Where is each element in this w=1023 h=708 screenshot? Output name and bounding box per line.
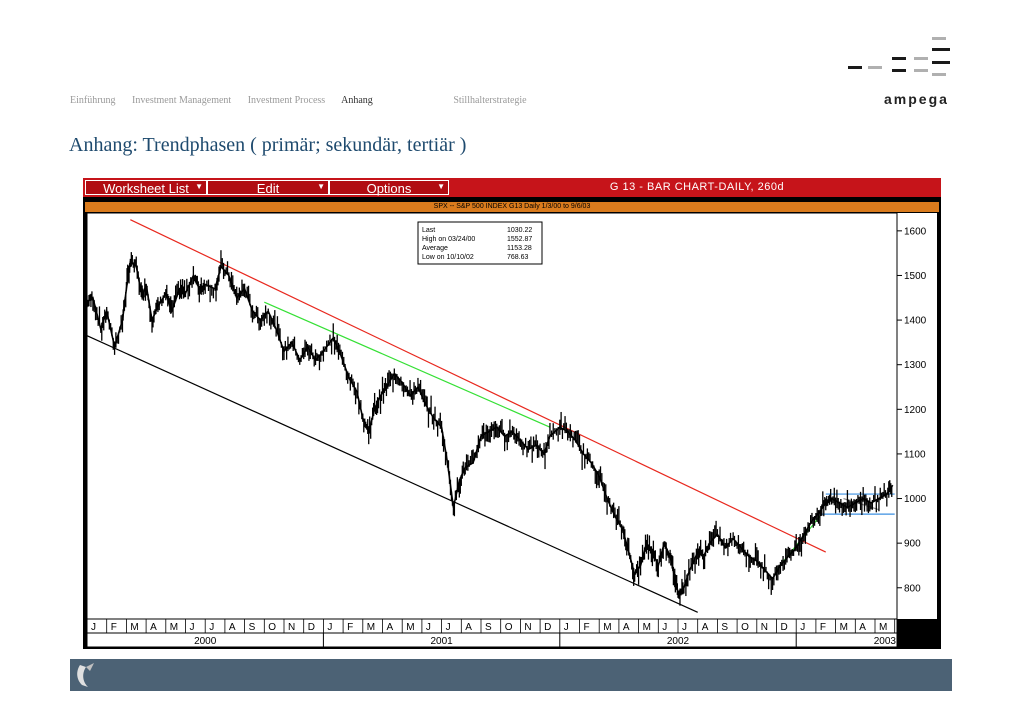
month-label: J (564, 622, 569, 633)
stats-value: 1153.28 (507, 245, 532, 252)
nav-item-einfuehrung[interactable]: Einführung (70, 95, 116, 106)
month-label: J (800, 622, 805, 633)
terminal-menubar: Worksheet List ▼ Edit ▼ Options ▼ G 13 - BA… (83, 178, 941, 197)
month-label: O (268, 622, 276, 633)
chart-header: SPX -- S&P 500 INDEX G13 Daily 1/3/00 to… (85, 202, 939, 212)
primary-trend-line-red (130, 219, 827, 553)
month-label: A (623, 622, 630, 633)
stats-value: 768.63 (507, 254, 529, 261)
nav-item-investment-process[interactable]: Investment Process (247, 95, 326, 106)
secondary-trend-line-green (264, 301, 551, 428)
month-label: M (643, 622, 651, 633)
stats-box: Last 1030.22 High on 03/24/00 1552.87 Averag… (417, 221, 543, 265)
month-label: D (308, 622, 315, 633)
month-label: N (524, 622, 531, 633)
month-label: F (584, 622, 590, 633)
y-tick-label: 1100 (904, 449, 926, 460)
stats-value: 1552.87 (507, 236, 532, 243)
nav-item-stillhalterstrategie[interactable]: Stillhalterstrategie (453, 95, 527, 106)
month-label: A (387, 622, 394, 633)
month-label: F (111, 622, 117, 633)
month-label: A (150, 622, 157, 633)
footer-bar (70, 659, 952, 691)
month-label: O (505, 622, 513, 633)
y-tick-label: 1400 (904, 316, 927, 327)
stats-label: Average (422, 245, 448, 252)
top-nav: Einführung Investment Management Investm… (70, 95, 541, 106)
month-label: S (485, 622, 492, 633)
dropdown-arrow-icon: ▼ (317, 182, 325, 191)
month-label: J (209, 622, 214, 633)
year-label: 2000 (194, 636, 217, 647)
stats-box-frame (417, 221, 543, 265)
year-label: 2003 (874, 636, 897, 647)
stats-label: Low on 10/10/02 (422, 254, 474, 261)
month-label: J (327, 622, 332, 633)
month-label: J (91, 622, 96, 633)
month-label: M (603, 622, 611, 633)
y-tick-label: 800 (904, 583, 921, 594)
plot-area (87, 213, 898, 619)
y-tick-label: 1300 (904, 360, 927, 371)
stats-value: 1030.22 (507, 227, 532, 234)
stats-label: High on 03/24/00 (422, 236, 475, 243)
month-label: D (781, 622, 788, 633)
month-label: F (820, 622, 826, 633)
month-label: J (682, 622, 687, 633)
month-label: A (465, 622, 472, 633)
y-tick-label: 1600 (904, 226, 927, 237)
dropdown-arrow-icon: ▼ (195, 182, 203, 191)
ampega-logo-icon (848, 37, 950, 76)
month-label: M (170, 622, 178, 633)
y-tick-label: 900 (904, 539, 921, 550)
daily-bars (87, 250, 893, 606)
month-label: M (840, 622, 848, 633)
month-label: S (249, 622, 256, 633)
worksheet-list-label: Worksheet List (103, 181, 189, 196)
month-label: J (446, 622, 451, 633)
month-label: S (721, 622, 728, 633)
month-label: A (859, 622, 866, 633)
worksheet-list-menu[interactable]: Worksheet List ▼ (85, 180, 207, 196)
options-menu[interactable]: Options ▼ (329, 180, 449, 196)
month-label: M (130, 622, 138, 633)
edit-label: Edit (256, 181, 280, 196)
stats-label: Last (422, 227, 435, 234)
terminal-window-title: G 13 - BAR CHART-DAILY, 260d (609, 181, 785, 193)
options-label: Options (366, 181, 412, 196)
ampega-mark-icon (77, 663, 94, 687)
month-label: N (761, 622, 768, 633)
ampega-logo-text: ampega (884, 91, 949, 107)
month-label: N (288, 622, 295, 633)
month-label: M (406, 622, 414, 633)
y-tick-label: 1500 (904, 271, 927, 282)
month-label: F (347, 622, 353, 633)
month-label: J (662, 622, 667, 633)
month-label: M (367, 622, 375, 633)
price-chart: 800 900 1000 1100 1200 1300 1400 1500 1600 Last 1… (87, 213, 937, 619)
dropdown-arrow-icon: ▼ (437, 182, 445, 191)
tertiary-trend-line-grey (843, 497, 880, 511)
month-label: A (702, 622, 709, 633)
month-label: A (229, 622, 236, 633)
edit-menu[interactable]: Edit ▼ (207, 180, 329, 196)
y-tick-label: 1200 (904, 405, 927, 416)
year-label: 2001 (430, 636, 453, 647)
month-label: M (879, 622, 887, 633)
month-label: J (190, 622, 195, 633)
page-title: Anhang: Trendphasen ( primär; sekundär, … (69, 134, 467, 156)
nav-item-anhang[interactable]: Anhang (341, 95, 373, 106)
nav-item-investment-management[interactable]: Investment Management (132, 95, 232, 106)
month-label: O (741, 622, 749, 633)
month-label: D (544, 622, 551, 633)
month-label: J (426, 622, 431, 633)
chart-terminal-window: Worksheet List ▼ Edit ▼ Options ▼ G 13 - BA… (83, 178, 941, 649)
lower-channel-line-black (87, 335, 698, 613)
year-label: 2002 (667, 636, 690, 647)
y-tick-label: 1000 (904, 494, 927, 505)
